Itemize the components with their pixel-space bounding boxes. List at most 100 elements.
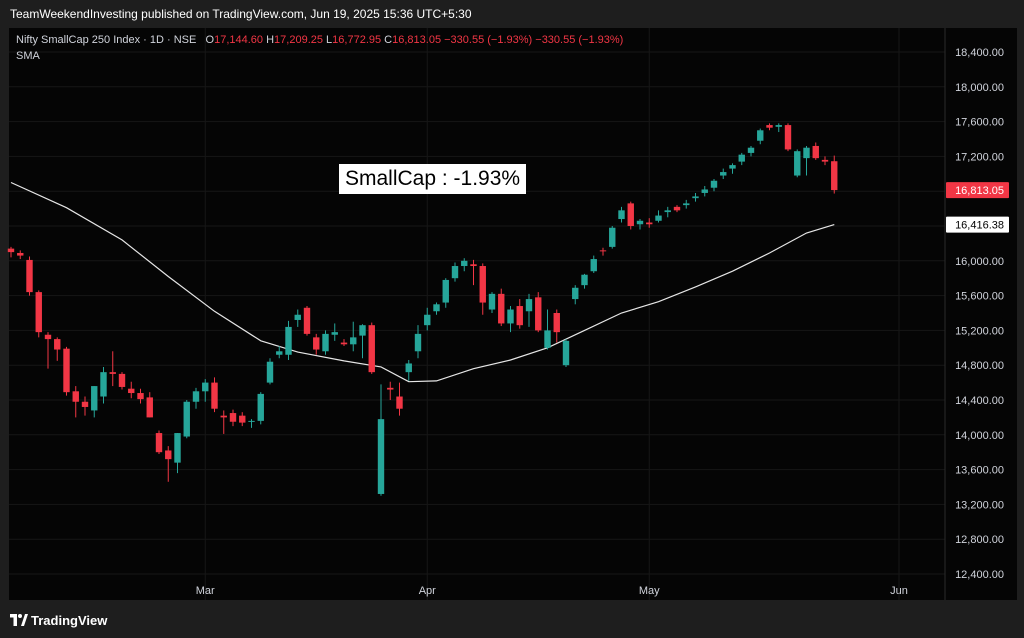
candle-down[interactable]	[81, 396, 89, 416]
annotation-text-box[interactable]: SmallCap : -1.93%	[339, 164, 527, 194]
candle-down[interactable]	[516, 299, 523, 329]
candle-up[interactable]	[174, 433, 181, 474]
candle-up[interactable]	[636, 219, 644, 230]
candle-up[interactable]	[525, 293, 533, 327]
candle-up[interactable]	[266, 358, 274, 385]
candle-down[interactable]	[146, 392, 153, 418]
candle-down[interactable]	[535, 292, 542, 333]
candle-up[interactable]	[424, 307, 431, 331]
candle-body	[692, 196, 699, 199]
candle-down[interactable]	[165, 446, 172, 482]
candle-up[interactable]	[350, 321, 357, 352]
candle-up[interactable]	[803, 145, 810, 176]
candle-up[interactable]	[581, 273, 588, 289]
candle-up[interactable]	[405, 359, 412, 381]
candle-down[interactable]	[784, 123, 792, 152]
candle-down[interactable]	[211, 377, 218, 413]
candle-up[interactable]	[414, 325, 422, 359]
candle-down[interactable]	[44, 332, 52, 369]
candle-down[interactable]	[821, 156, 829, 166]
candle-up[interactable]	[451, 262, 459, 282]
candle-down[interactable]	[313, 333, 320, 355]
candle-down[interactable]	[7, 246, 15, 258]
candle-body	[609, 227, 616, 247]
candle-up[interactable]	[544, 309, 551, 350]
candle-up[interactable]	[590, 255, 597, 273]
candle-up[interactable]	[461, 258, 468, 272]
candle-down[interactable]	[229, 409, 237, 427]
candle-down[interactable]	[627, 201, 634, 230]
candle-down[interactable]	[553, 309, 560, 343]
candle-body	[821, 159, 829, 162]
candle-down[interactable]	[831, 155, 838, 194]
candle-down[interactable]	[109, 351, 116, 387]
candle-down[interactable]	[387, 381, 394, 400]
candle-up[interactable]	[609, 226, 616, 249]
candle-up[interactable]	[331, 323, 338, 341]
candle-up[interactable]	[192, 387, 200, 409]
candle-up[interactable]	[359, 324, 366, 359]
candle-down[interactable]	[368, 322, 375, 374]
candle-up[interactable]	[377, 384, 385, 496]
candle-down[interactable]	[54, 337, 61, 361]
candle-up[interactable]	[433, 302, 440, 315]
candle-up[interactable]	[183, 400, 190, 439]
candle-down[interactable]	[303, 306, 311, 336]
candle-up[interactable]	[729, 163, 736, 174]
candle-down[interactable]	[128, 381, 135, 399]
candle-down[interactable]	[396, 382, 403, 416]
candle-down[interactable]	[673, 205, 681, 213]
candle-up[interactable]	[794, 149, 801, 178]
candle-down[interactable]	[479, 263, 486, 315]
candle-up[interactable]	[562, 339, 570, 367]
candle-down[interactable]	[118, 372, 126, 390]
candle-up[interactable]	[442, 278, 449, 308]
candle-up[interactable]	[757, 128, 764, 145]
candle-up[interactable]	[738, 152, 745, 166]
candle-down[interactable]	[35, 290, 42, 338]
candle-down[interactable]	[155, 430, 163, 454]
candle-up[interactable]	[692, 192, 699, 202]
candle-up[interactable]	[507, 306, 514, 333]
symbol-legend[interactable]: Nifty SmallCap 250 Index · 1D · NSE O17,…	[16, 34, 623, 46]
candle-up[interactable]	[294, 309, 301, 327]
candle-up[interactable]	[618, 206, 625, 223]
candle-up[interactable]	[655, 210, 662, 223]
candle-down[interactable]	[470, 259, 477, 286]
candle-down[interactable]	[340, 339, 348, 347]
y-tick-label: 12,800.00	[955, 534, 1004, 546]
candle-up[interactable]	[322, 330, 329, 355]
candle-up[interactable]	[664, 206, 671, 218]
candle-down[interactable]	[766, 123, 773, 131]
candle-down[interactable]	[220, 410, 227, 434]
candle-up[interactable]	[100, 366, 107, 404]
candle-up[interactable]	[720, 168, 727, 180]
sma-indicator-label[interactable]: SMA	[16, 50, 40, 62]
candle-down[interactable]	[137, 388, 144, 404]
high-label: H	[266, 34, 275, 46]
candle-down[interactable]	[239, 412, 246, 427]
candle-up[interactable]	[488, 292, 496, 313]
candle-up[interactable]	[248, 419, 255, 428]
candle-up[interactable]	[747, 145, 755, 157]
candle-up[interactable]	[701, 185, 708, 197]
candle-up[interactable]	[91, 386, 98, 418]
candle-up[interactable]	[276, 346, 283, 359]
candle-down[interactable]	[498, 288, 505, 327]
candle-up[interactable]	[257, 392, 264, 425]
candle-body	[257, 393, 264, 421]
candle-down[interactable]	[72, 386, 79, 418]
candle-down[interactable]	[63, 346, 70, 396]
candle-up[interactable]	[285, 320, 292, 360]
candle-down[interactable]	[17, 250, 24, 260]
candle-up[interactable]	[683, 199, 690, 209]
candle-down[interactable]	[646, 218, 653, 228]
candle-up[interactable]	[202, 379, 209, 402]
candle-up[interactable]	[572, 285, 579, 305]
candle-up[interactable]	[710, 179, 718, 192]
candle-down[interactable]	[812, 142, 819, 160]
candle-down[interactable]	[26, 256, 33, 296]
candle-down[interactable]	[599, 247, 607, 256]
candle-up[interactable]	[775, 123, 782, 133]
